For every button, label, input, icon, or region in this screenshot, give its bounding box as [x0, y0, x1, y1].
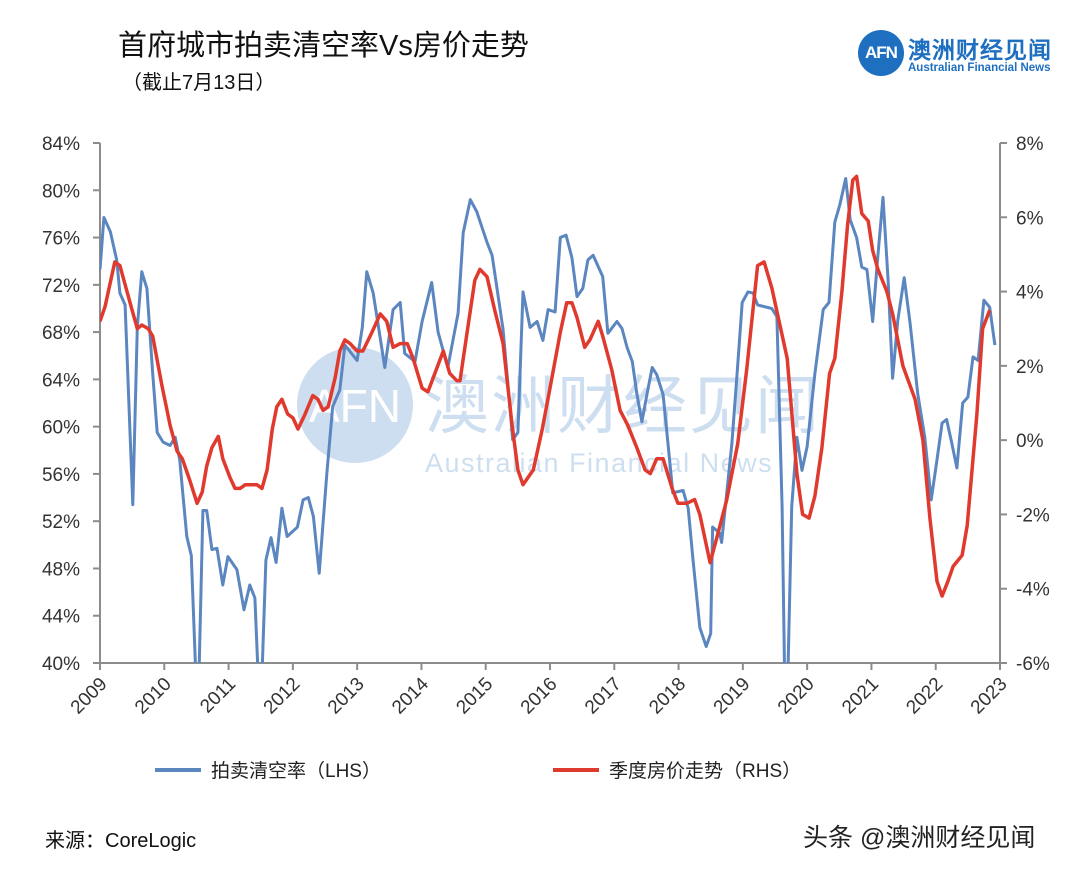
y-left-tick-label: 48%	[42, 559, 80, 580]
legend-label: 拍卖清空率（LHS）	[211, 761, 381, 782]
x-tick-label: 2020	[774, 674, 819, 719]
chart-title: 首府城市拍卖清空率Vs房价走势	[118, 30, 529, 62]
y-right-tick-label: 2%	[1016, 357, 1044, 378]
y-left-tick-label: 68%	[42, 323, 80, 344]
y-right-tick-label: 6%	[1016, 208, 1044, 229]
afn-logo-icon: AFN	[858, 30, 904, 76]
series-lines	[100, 174, 997, 663]
y-left-tick-label: 64%	[42, 370, 80, 391]
x-tick-label: 2016	[517, 674, 562, 719]
watermark-name-en: Australian Financial News	[425, 448, 773, 478]
y-left-tick-label: 60%	[42, 418, 80, 439]
y-right-tick-label: -6%	[1016, 654, 1050, 675]
x-tick-label: 2013	[324, 674, 369, 719]
x-tick-label: 2012	[260, 674, 305, 719]
watermark: AFN 澳洲财经见闻 Australian Financial News	[297, 347, 821, 478]
house-price-line	[100, 174, 992, 598]
y-left-tick-label: 44%	[42, 607, 80, 628]
source-note: 来源：CoreLogic	[45, 830, 197, 852]
afn-logo: AFN 澳洲财经见闻 Australian Financial News	[858, 30, 1058, 78]
x-tick-label: 2022	[903, 674, 948, 719]
legend-label: 季度房价走势（RHS）	[609, 761, 802, 782]
chart-subtitle: （截止7月13日）	[122, 72, 276, 94]
y-right-tick-label: -2%	[1016, 505, 1050, 526]
y-right-tick-label: -4%	[1016, 580, 1050, 601]
x-tick-label: 2011	[196, 674, 240, 718]
legend-swatch-blue	[155, 767, 201, 772]
x-tick-label: 2009	[67, 674, 112, 719]
legend-item-house-price: 季度房价走势（RHS）	[553, 756, 801, 783]
x-tick-label: 2010	[131, 674, 176, 719]
y-left-tick-label: 72%	[42, 276, 80, 297]
x-tick-label: 2018	[645, 674, 690, 719]
y-left-tick-label: 76%	[42, 229, 80, 250]
clearance-rate-line	[100, 177, 997, 663]
credit-note: 头条 @澳洲财经见闻	[803, 824, 1036, 852]
x-tick-label: 2021	[838, 674, 883, 719]
x-tick-label: 2019	[710, 674, 755, 719]
y-right-tick-label: 0%	[1016, 431, 1044, 452]
logo-name-en: Australian Financial News	[908, 62, 1051, 74]
y-right-tick-label: 8%	[1016, 134, 1044, 155]
y-left-tick-label: 56%	[42, 465, 80, 486]
y-left-tick-label: 52%	[42, 512, 80, 533]
x-tick-label: 2015	[453, 674, 498, 719]
watermark-mark: AFN	[309, 380, 401, 432]
legend-swatch-red	[553, 767, 599, 772]
legend-item-clearance-rate: 拍卖清空率（LHS）	[155, 756, 381, 783]
watermark-circle-icon	[297, 347, 413, 463]
y-left-tick-label: 80%	[42, 181, 80, 202]
x-tick-label: 2017	[581, 674, 626, 719]
y-left-tick-label: 40%	[42, 654, 80, 675]
watermark-name-cn: 澳洲财经见闻	[425, 370, 821, 444]
y-left-tick-label: 84%	[42, 134, 80, 155]
x-tick-label: 2023	[967, 674, 1012, 719]
x-tick-label: 2014	[388, 673, 433, 718]
y-right-tick-label: 4%	[1016, 283, 1044, 304]
logo-name-cn: 澳洲财经见闻	[908, 37, 1052, 63]
